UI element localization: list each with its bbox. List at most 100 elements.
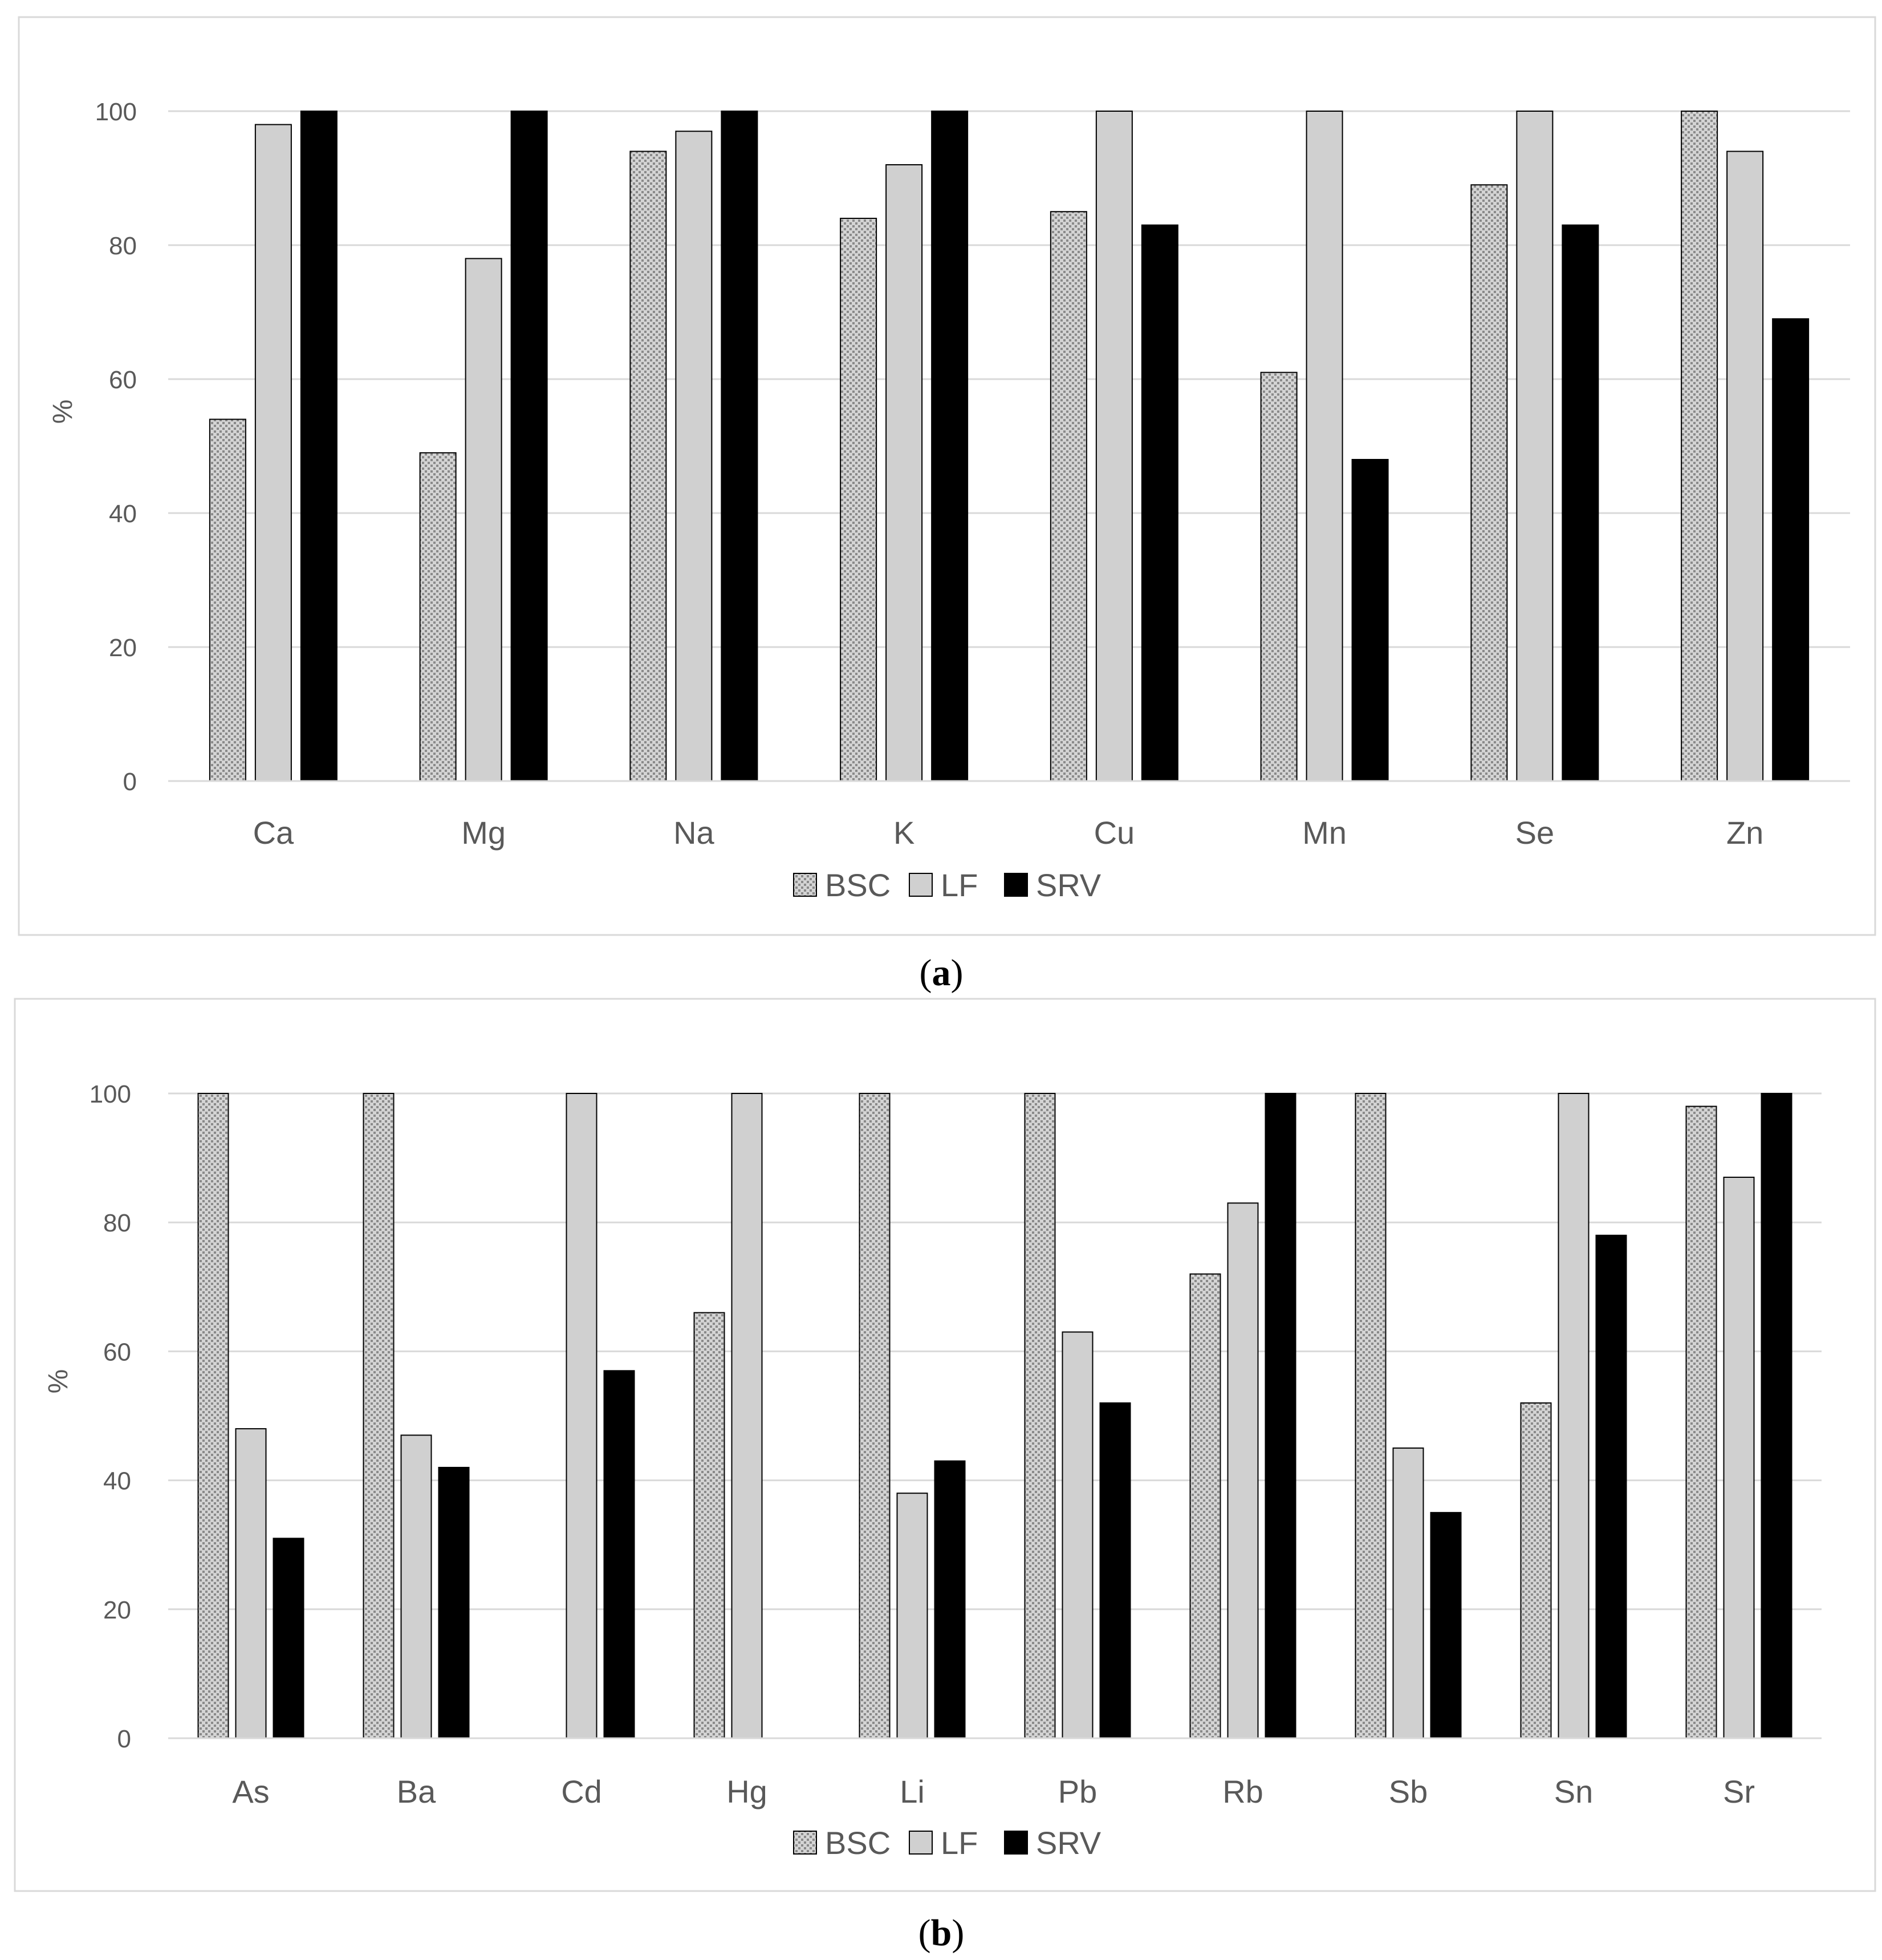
x-category-label-Pb: Pb [1058,1774,1098,1809]
x-category-label-K: K [893,815,914,851]
legend-swatch-SRV [1004,873,1028,897]
bar-LF-Mn [1306,111,1343,782]
y-tick-label-40: 40 [109,500,137,528]
x-category-label-Rb: Rb [1222,1774,1263,1809]
bar-BSC-Hg [693,1312,725,1739]
bar-BSC-Se [1470,184,1508,782]
bar-BSC-Cu [1050,211,1087,782]
panel-a-bars [209,111,1810,782]
x-category-label-Se: Se [1515,815,1555,851]
bar-SRV-Li [934,1460,966,1739]
bar-BSC-Ba [363,1093,395,1739]
y-tick-label-80: 80 [103,1209,131,1237]
bar-SRV-Ba [438,1466,470,1739]
bar-BSC-Sr [1685,1105,1717,1739]
caption-b: (b) [918,1912,965,1954]
bar-LF-Li [896,1493,928,1739]
bar-LF-Na [675,131,713,782]
y-tick-label-0: 0 [123,768,137,796]
bar-LF-Cd [566,1093,597,1739]
x-category-label-Ca: Ca [253,815,294,851]
panel-a-category-labels: Ca Mg Na K Cu Mn Se Zn [253,815,1764,851]
chart-panel-b: 0 20 40 60 80 100 % As Ba Cd Hg Li Pb Rb Sb Sn Sr BSC L… [14,998,1876,1892]
x-category-label-Cd: Cd [561,1774,602,1809]
x-category-label-Sr: Sr [1723,1774,1755,1809]
bar-SRV-Rb [1265,1093,1296,1739]
bar-LF-Mg [465,258,502,782]
y-tick-label-60: 60 [109,366,137,394]
legend-swatch-SRV [1004,1831,1028,1855]
y-tick-label-20: 20 [103,1596,131,1624]
bar-BSC-Rb [1189,1273,1221,1739]
bar-LF-Sb [1392,1447,1424,1739]
x-category-label-Sb: Sb [1389,1774,1428,1809]
y-tick-label-60: 60 [103,1338,131,1366]
x-category-label-Na: Na [673,815,714,851]
bar-LF-Pb [1062,1331,1094,1739]
caption-a-letter: a [932,952,951,994]
x-category-label-Mg: Mg [461,815,506,851]
panel-b-legend: BSC LF SRV [793,1825,1101,1861]
bar-LF-As [235,1428,267,1739]
legend-label-BSC: BSC [825,1825,891,1861]
bar-SRV-Cu [1141,224,1178,782]
bar-BSC-Mg [419,452,457,782]
y-tick-label-100: 100 [95,98,137,126]
legend-swatch-LF [909,1831,933,1855]
bar-SRV-Cd [603,1370,635,1739]
bar-BSC-Zn [1681,111,1718,782]
y-tick-label-0: 0 [117,1725,131,1753]
legend-swatch-LF [909,873,933,897]
bar-SRV-Se [1562,224,1599,782]
bar-SRV-Ca [300,111,338,782]
bar-LF-Sr [1723,1177,1755,1739]
bar-BSC-Sb [1355,1093,1387,1739]
panel-b-bars [197,1093,1792,1739]
y-tick-label-80: 80 [109,232,137,260]
bar-LF-Cu [1095,111,1133,782]
x-category-label-Hg: Hg [726,1774,767,1809]
legend-swatch-BSC [793,1831,817,1855]
bar-LF-Rb [1227,1202,1259,1739]
legend-swatch-BSC [793,873,817,897]
legend-label-SRV: SRV [1036,1825,1101,1861]
bar-SRV-K [931,111,969,782]
y-tick-label-40: 40 [103,1467,131,1495]
bar-SRV-As [273,1538,304,1739]
x-category-label-Cu: Cu [1094,815,1135,851]
caption-a: (a) [920,952,964,994]
bar-LF-Zn [1726,151,1764,782]
bar-BSC-K [840,218,877,782]
bar-SRV-Mg [510,111,548,782]
y-tick-label-100: 100 [90,1080,131,1108]
bar-LF-Se [1516,111,1554,782]
bar-SRV-Zn [1772,318,1810,782]
bar-BSC-As [197,1093,229,1739]
bar-BSC-Ca [209,418,246,782]
bar-LF-Ca [254,124,292,782]
bar-LF-Sn [1558,1093,1590,1739]
bar-LF-K [885,164,923,782]
bar-BSC-Na [629,151,667,782]
x-category-label-Zn: Zn [1726,815,1763,851]
legend-label-SRV: SRV [1036,867,1101,903]
bar-LF-Ba [400,1434,432,1739]
bar-SRV-Mn [1351,459,1389,782]
bar-BSC-Pb [1024,1093,1056,1739]
legend-label-BSC: BSC [825,867,891,903]
x-category-label-Ba: Ba [397,1774,436,1809]
y-tick-label-20: 20 [109,634,137,662]
legend-label-LF: LF [941,867,978,903]
chart-panel-a: 0 20 40 60 80 100 % Ca Mg Na K Cu Mn Se Zn BSC LF SRV [18,16,1876,936]
x-category-label-Mn: Mn [1302,815,1347,851]
panel-a-y-ticks: 0 20 40 60 80 100 [95,98,137,796]
bar-SRV-Sb [1430,1512,1462,1739]
panel-b-y-ticks: 0 20 40 60 80 100 [90,1080,131,1753]
bar-SRV-Sn [1595,1234,1627,1739]
legend-label-LF: LF [941,1825,978,1861]
panel-a-y-axis-label: % [48,400,78,424]
bar-BSC-Li [859,1093,891,1739]
x-category-label-Li: Li [900,1774,925,1809]
x-category-label-As: As [232,1774,269,1809]
